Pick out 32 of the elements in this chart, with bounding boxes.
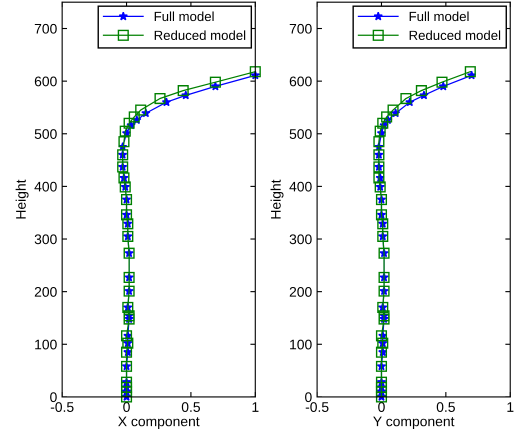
x-tick-label: 0	[378, 402, 385, 412]
y-tick-label: 700	[290, 24, 312, 34]
legend-label: Full model	[154, 11, 214, 22]
y-tick-label: 300	[34, 234, 57, 244]
y-tick-label: 200	[290, 286, 312, 297]
y-tick-label: 400	[34, 182, 57, 192]
y-tick-label: 200	[34, 286, 57, 297]
y-tick-label: 600	[290, 76, 312, 86]
legend-label: Reduced model	[410, 30, 500, 40]
y-tick-label: 100	[35, 340, 57, 350]
x-tick-label: 0.5	[182, 402, 200, 412]
y-axis-title: Height	[270, 180, 284, 218]
y-tick-label: 400	[289, 182, 312, 192]
x-tick-label: -0.5	[306, 402, 328, 412]
x-tick-label: -0.5	[50, 402, 74, 412]
legend-label: Full model	[410, 11, 469, 22]
legend-label: Reduced model	[154, 30, 246, 40]
x-tick-label: 1	[252, 402, 258, 412]
x-tick-label: 0	[123, 402, 130, 412]
y-tick-label: 500	[34, 129, 57, 139]
x-axis-title: Y component	[373, 416, 454, 430]
x-axis-title: X component	[118, 416, 200, 430]
y-tick-label: 100	[290, 340, 312, 350]
y-tick-label: 600	[34, 76, 57, 86]
y-tick-label: 0	[305, 392, 312, 402]
y-tick-label: 0	[50, 392, 57, 402]
x-tick-label: 0.5	[436, 402, 455, 412]
y-tick-label: 700	[34, 24, 57, 34]
y-axis-title: Height	[16, 180, 29, 218]
x-tick-label: 1	[507, 402, 514, 412]
y-tick-label: 500	[290, 129, 312, 139]
y-tick-label: 300	[290, 234, 312, 244]
